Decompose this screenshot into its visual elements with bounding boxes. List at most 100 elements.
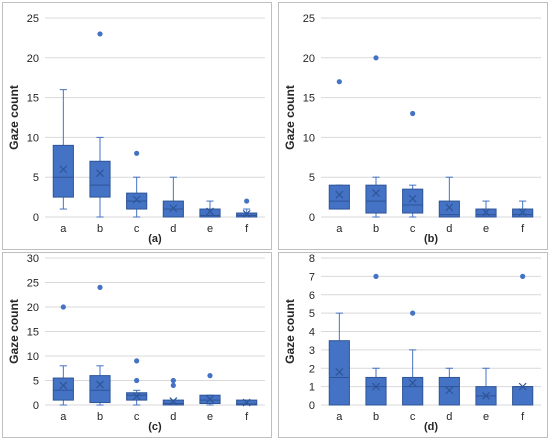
y-tick-label: 5 [33, 376, 39, 388]
y-tick-label: 0 [33, 400, 39, 412]
x-tick-label: d [446, 411, 452, 423]
y-tick-label: 7 [309, 271, 315, 283]
y-tick-label: 10 [27, 351, 39, 363]
box-b [89, 160, 111, 198]
panel-label: (d) [424, 421, 438, 433]
mean-marker [242, 209, 251, 218]
mean-marker [169, 204, 178, 213]
y-tick-label: 20 [27, 53, 39, 65]
x-tick-label: c [134, 411, 140, 423]
x-tick-label: f [521, 411, 525, 423]
y-tick-label: 0 [309, 400, 315, 412]
box-a [52, 377, 74, 401]
x-tick-label: f [245, 223, 249, 235]
x-tick-label: e [483, 411, 489, 423]
y-tick-label: 25 [27, 13, 39, 25]
x-tick-label: b [373, 411, 379, 423]
x-tick-label: a [336, 223, 343, 235]
box-b [89, 375, 111, 404]
x-tick-label: d [170, 411, 176, 423]
box-c [402, 376, 424, 406]
mean-marker [59, 165, 68, 174]
x-tick-label: e [483, 223, 489, 235]
mean-marker [169, 397, 178, 406]
y-tick-label: 30 [27, 253, 39, 265]
mean-marker [335, 368, 344, 376]
box-d [438, 376, 460, 406]
mean-marker [132, 392, 141, 401]
outlier-point [134, 358, 140, 364]
panel-border [278, 2, 548, 250]
outlier-point [60, 304, 66, 310]
y-tick-label: 0 [33, 212, 39, 224]
mean-marker [445, 203, 454, 212]
x-tick-label: e [207, 411, 213, 423]
box-c [402, 188, 424, 214]
mean-marker [206, 395, 214, 404]
outlier-point [97, 284, 103, 290]
panel-label: (c) [148, 421, 162, 433]
panel-label: (b) [424, 233, 438, 245]
y-tick-label: 1 [309, 382, 315, 394]
outlier-point [170, 382, 176, 388]
x-tick-label: c [410, 223, 416, 235]
outlier-point [134, 150, 140, 156]
y-tick-label: 25 [303, 13, 315, 25]
y-tick-label: 25 [27, 278, 39, 290]
y-tick-label: 10 [303, 132, 315, 144]
outlier-point [97, 31, 103, 37]
mean-marker [96, 380, 104, 389]
mean-marker [518, 382, 527, 391]
x-tick-label: c [134, 223, 140, 235]
panel-border [2, 2, 272, 250]
y-tick-label: 3 [309, 345, 315, 357]
y-tick-label: 15 [27, 93, 39, 105]
outlier-point [336, 79, 342, 85]
box-e [199, 208, 221, 218]
box-a [52, 144, 74, 198]
outlier-point [207, 373, 213, 379]
box-b [365, 376, 387, 406]
mean-marker [372, 189, 380, 198]
x-tick-label: c [410, 411, 416, 423]
y-tick-label: 20 [303, 53, 315, 65]
mean-marker [372, 382, 380, 391]
x-tick-label: a [60, 223, 67, 235]
mean-marker [132, 195, 141, 204]
y-axis-label: Gaze count [283, 299, 297, 364]
mean-marker [96, 169, 104, 178]
y-tick-label: 5 [33, 172, 39, 184]
x-tick-label: d [446, 223, 452, 235]
y-tick-label: 20 [27, 302, 39, 314]
y-axis-label: Gaze count [7, 85, 21, 150]
y-tick-label: 8 [309, 253, 315, 265]
mean-marker [518, 208, 527, 217]
outlier-point [410, 310, 416, 316]
x-tick-label: b [97, 411, 103, 423]
panel-border [278, 252, 548, 438]
x-tick-label: f [521, 223, 525, 235]
mean-marker [482, 391, 490, 400]
y-tick-label: 5 [309, 172, 315, 184]
mean-marker [206, 207, 214, 216]
mean-marker [482, 208, 490, 217]
mean-marker [242, 398, 251, 407]
outlier-point [244, 198, 250, 204]
box-f [512, 386, 534, 406]
box-d [162, 399, 184, 406]
mean-marker [408, 194, 417, 203]
outlier-point [170, 377, 176, 384]
x-tick-label: e [207, 223, 213, 235]
x-tick-label: f [245, 411, 249, 423]
outlier-point [134, 377, 140, 384]
mean-marker [445, 386, 454, 395]
outlier-point [520, 273, 526, 279]
outlier-point [373, 273, 379, 279]
mean-marker [59, 381, 68, 390]
y-tick-label: 15 [303, 93, 315, 105]
box-a [328, 340, 350, 406]
x-tick-label: a [60, 411, 67, 423]
y-tick-label: 0 [309, 212, 315, 224]
